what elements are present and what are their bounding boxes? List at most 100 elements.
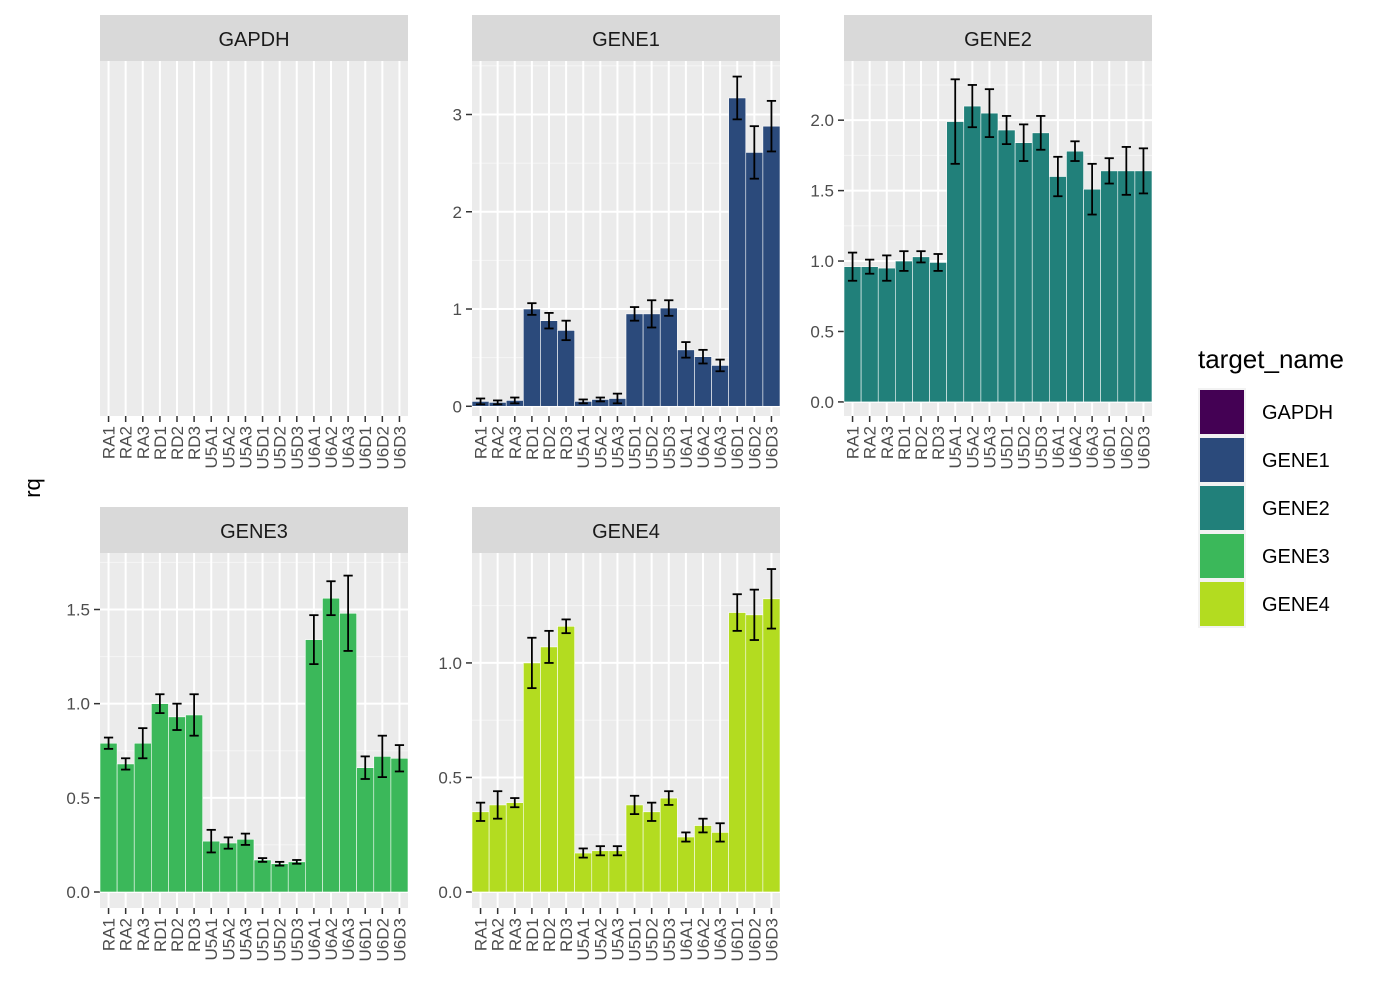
legend-item-gene1: GENE1 (1198, 436, 1330, 484)
x-tick-label: U6A1 (305, 426, 324, 469)
bar-ra2 (860, 266, 879, 403)
panel-gene3: GENE30.00.51.01.5RA1RA2RA3RD1RD2RD3U5A1U… (66, 507, 409, 961)
bar-u6d2 (1117, 170, 1136, 403)
x-tick-label: U6D1 (356, 918, 375, 961)
bar-u5a3 (980, 112, 999, 403)
y-tick-label: 2.0 (810, 111, 834, 130)
bar-u5d3 (1031, 132, 1050, 403)
error-bar-ra1 (475, 801, 486, 822)
bar-u5a3 (608, 850, 627, 893)
bar-rd3 (929, 262, 947, 403)
x-tick-label: U5D1 (998, 426, 1017, 469)
legend-item-gene4: GENE4 (1198, 580, 1330, 628)
bar-u5d2 (270, 863, 289, 893)
x-tick-label: U5A3 (236, 918, 255, 961)
bar-ra3 (877, 267, 896, 403)
legend-swatch (1200, 438, 1244, 482)
x-tick-label: RD1 (895, 426, 914, 460)
bar-u6d3 (1134, 170, 1153, 403)
bar-u6d3 (762, 125, 781, 407)
error-bar-u5d1 (629, 794, 640, 815)
y-tick-label: 1.5 (66, 600, 90, 619)
x-tick-label: U6D2 (373, 918, 392, 961)
error-bar-ra1 (103, 736, 114, 750)
error-bar-u5a2 (223, 836, 233, 850)
x-tick-label: U6A3 (711, 918, 730, 961)
panel-gene4: GENE4 0.0 0.5 1.0 RA1RA2RA3RD1RD2RD3U5A1U5A2… (438, 507, 781, 961)
x-tick-label: U6D1 (1100, 426, 1119, 469)
error-bar-u6d3 (766, 99, 777, 153)
x-tick-label: U5D3 (288, 426, 307, 469)
error-bar-u6a3 (1087, 162, 1097, 216)
bar-rd2 (168, 716, 186, 893)
bar-rd3 (185, 714, 203, 893)
x-tick-label: RD2 (912, 426, 931, 460)
x-tick-label: U5D2 (271, 918, 290, 961)
x-tick-label: RA1 (100, 426, 119, 459)
x-tick-label: U6A1 (677, 918, 696, 961)
x-tick-label: U6A1 (1049, 426, 1068, 469)
error-bar-u6a2 (1070, 140, 1080, 162)
error-bar-u6d1 (1104, 157, 1114, 185)
bar-u5d1 (625, 313, 644, 407)
bar-u5d3 (659, 307, 678, 407)
x-tick-label: U6A3 (1083, 426, 1102, 469)
error-bar-u6a1 (681, 341, 691, 359)
bar-u6d1 (1100, 170, 1119, 403)
x-tick-label: RD3 (185, 918, 204, 952)
x-tick-label: U6A3 (339, 918, 358, 961)
x-tick-label: U6A2 (322, 918, 341, 961)
error-bar-u5a1 (578, 847, 588, 859)
error-bar-rd3 (561, 319, 571, 342)
bar-u6a3 (339, 612, 357, 893)
x-tick-label: RD1 (523, 918, 542, 952)
bar-u6d2 (745, 152, 764, 407)
error-bar-u6d3 (394, 744, 405, 773)
x-tick-label: RD3 (929, 426, 948, 460)
x-tick-label: U6D3 (390, 426, 409, 469)
error-bar-u5d1 (1001, 115, 1012, 146)
error-bar-u6a1 (1053, 155, 1063, 198)
error-bar-rd2 (544, 629, 554, 664)
bar-u6d1 (728, 97, 747, 407)
bar-u6a1 (677, 836, 695, 893)
bar-rd1 (151, 703, 169, 893)
legend-label: GAPDH (1262, 402, 1333, 424)
error-bar-u5a2 (967, 84, 977, 129)
legend-swatch (1200, 486, 1244, 530)
bar-u6a3 (1083, 188, 1101, 403)
facet-strip-label: GAPDH (218, 29, 289, 51)
error-bar-ra2 (493, 399, 503, 406)
x-tick-label: RA2 (117, 426, 136, 459)
y-tick-label: 1.5 (810, 182, 834, 201)
x-tick-label: U5D1 (254, 426, 273, 469)
error-bar-u6a1 (681, 831, 691, 843)
error-bar-u6d1 (732, 593, 742, 632)
x-tick-label: RA2 (117, 918, 136, 951)
facet-strip-label: GENE1 (592, 29, 660, 51)
legend-swatch (1200, 390, 1244, 434)
y-tick-label: 1.0 (438, 654, 462, 673)
x-tick-label: U6D3 (762, 426, 781, 469)
error-bar-u5a3 (984, 88, 995, 138)
y-tick-label: 3 (453, 105, 462, 124)
bar-rd2 (912, 256, 930, 403)
bar-rd1 (895, 260, 913, 403)
x-tick-label: U5D1 (626, 426, 645, 469)
error-bar-ra3 (882, 254, 892, 282)
error-bar-ra2 (493, 790, 503, 820)
x-tick-label: U5A1 (202, 918, 221, 961)
bar-u5d1 (625, 804, 644, 893)
bar-rd2 (540, 646, 558, 893)
error-bar-u6a1 (309, 614, 319, 666)
x-tick-label: RD2 (540, 426, 559, 460)
x-tick-label: U6D3 (1134, 426, 1153, 469)
legend-label: GENE2 (1262, 498, 1330, 520)
bar-u5d1 (997, 129, 1016, 403)
error-bar-ra2 (121, 757, 131, 771)
x-tick-label: U6D2 (745, 918, 764, 961)
error-bar-u5a3 (240, 832, 251, 846)
x-tick-label: U5D3 (288, 918, 307, 961)
y-tick-label: 0.5 (66, 789, 90, 808)
facet-strip-label: GENE2 (964, 29, 1032, 51)
